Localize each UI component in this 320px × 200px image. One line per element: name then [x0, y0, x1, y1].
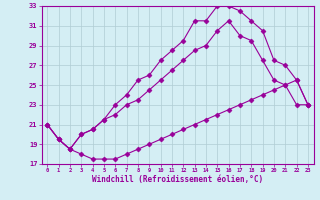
X-axis label: Windchill (Refroidissement éolien,°C): Windchill (Refroidissement éolien,°C) [92, 175, 263, 184]
